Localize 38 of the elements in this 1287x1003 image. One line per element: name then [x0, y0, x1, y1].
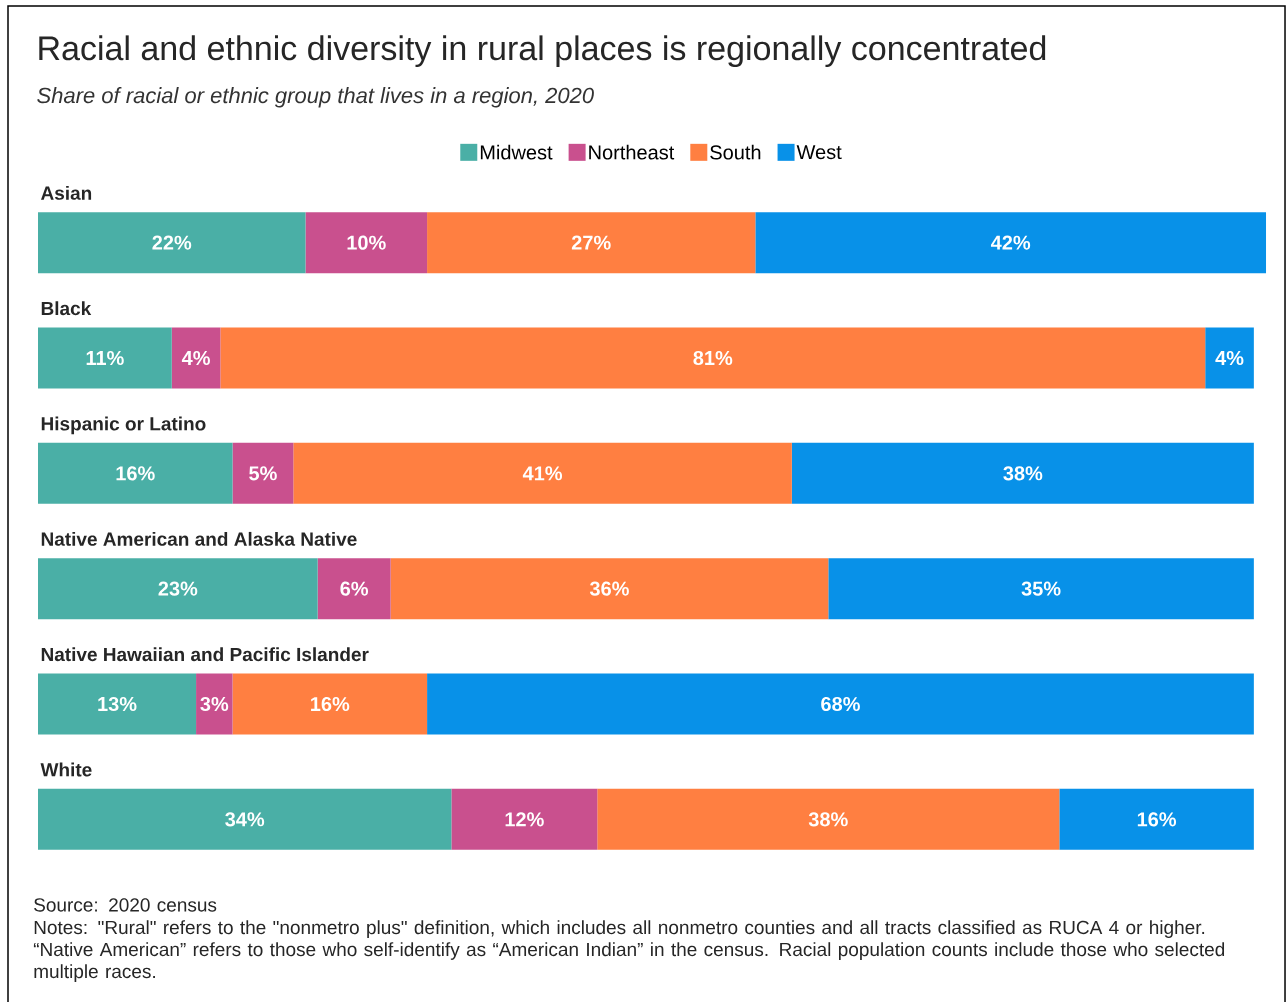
data-label: 68%	[821, 697, 860, 712]
chart-title: Racial and ethnic diversity in rural places is regionally concentrated	[39, 35, 1046, 68]
data-label: 4%	[181, 351, 210, 366]
data-label: 41%	[522, 466, 563, 481]
y-tick-label: Black	[41, 301, 92, 316]
data-label: 22%	[152, 235, 192, 250]
data-label: 6%	[340, 581, 369, 596]
data-label: 38%	[808, 812, 848, 827]
data-label: 13%	[98, 697, 137, 712]
data-label: 3%	[200, 697, 229, 712]
data-label: 16%	[1137, 812, 1177, 827]
data-label: 16%	[311, 697, 350, 712]
y-tick-label: Native Hawaiian and Pacific Islander	[41, 647, 369, 662]
source-note: Source: 2020 census	[34, 898, 217, 912]
text: Notes: "Rural" refers to the "nonmetro plus" definition, which includes all nonmetro counties and all tracts classified as RUCA 4 or higher. “Native American” refers to those who self-identify as “American Indian” in the census. Racial population counts include those who selected multiple races.	[33, 920, 1225, 983]
legend-label: Northeast	[589, 144, 675, 160]
data-label: 12%	[505, 812, 544, 827]
chart-subtitle: Share of racial or ethnic group that lives in a region, 2020	[37, 87, 594, 108]
data-label: 81%	[693, 351, 733, 366]
data-label: 11%	[86, 351, 124, 366]
data-label: 36%	[589, 581, 629, 596]
data-label: 4%	[1215, 351, 1244, 366]
legend-label: South	[710, 144, 761, 160]
data-label: 34%	[225, 812, 265, 827]
legend-label: West	[796, 145, 842, 160]
data-label: 35%	[1021, 581, 1061, 596]
data-label: 10%	[347, 235, 386, 250]
y-tick-label: Native American and Alaska Native	[41, 532, 357, 546]
y-tick-label: Hispanic or Latino	[41, 416, 206, 435]
data-label: 16%	[116, 466, 155, 481]
data-label: 42%	[990, 235, 1031, 250]
data-label: 23%	[158, 581, 198, 596]
data-label: 5%	[249, 466, 277, 481]
legend-label: Midwest	[480, 144, 553, 160]
data-label: 27%	[571, 235, 611, 250]
y-tick-label: White	[40, 762, 92, 777]
data-label: 38%	[1003, 466, 1043, 481]
y-tick-label: Asian	[40, 186, 92, 200]
